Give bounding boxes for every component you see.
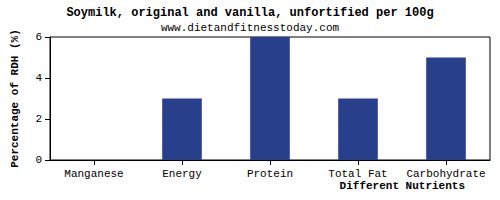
svg-text:2: 2 (35, 113, 42, 125)
svg-text:Different Nutrients: Different Nutrients (340, 180, 465, 192)
svg-text:Carbohydrate: Carbohydrate (406, 168, 485, 180)
svg-text:Total Fat: Total Fat (328, 168, 387, 180)
svg-text:4: 4 (35, 72, 42, 84)
svg-text:Soymilk, original and vanilla,: Soymilk, original and vanilla, unfortifi… (66, 6, 433, 20)
svg-text:Manganese: Manganese (64, 168, 123, 180)
svg-text:Percentage of RDH (%): Percentage of RDH (%) (9, 29, 21, 168)
svg-text:0: 0 (35, 154, 42, 166)
svg-text:www.dietandfitnesstoday.com: www.dietandfitnesstoday.com (161, 22, 340, 34)
svg-text:6: 6 (35, 31, 42, 43)
svg-text:Protein: Protein (247, 168, 293, 180)
svg-text:Energy: Energy (162, 168, 202, 180)
